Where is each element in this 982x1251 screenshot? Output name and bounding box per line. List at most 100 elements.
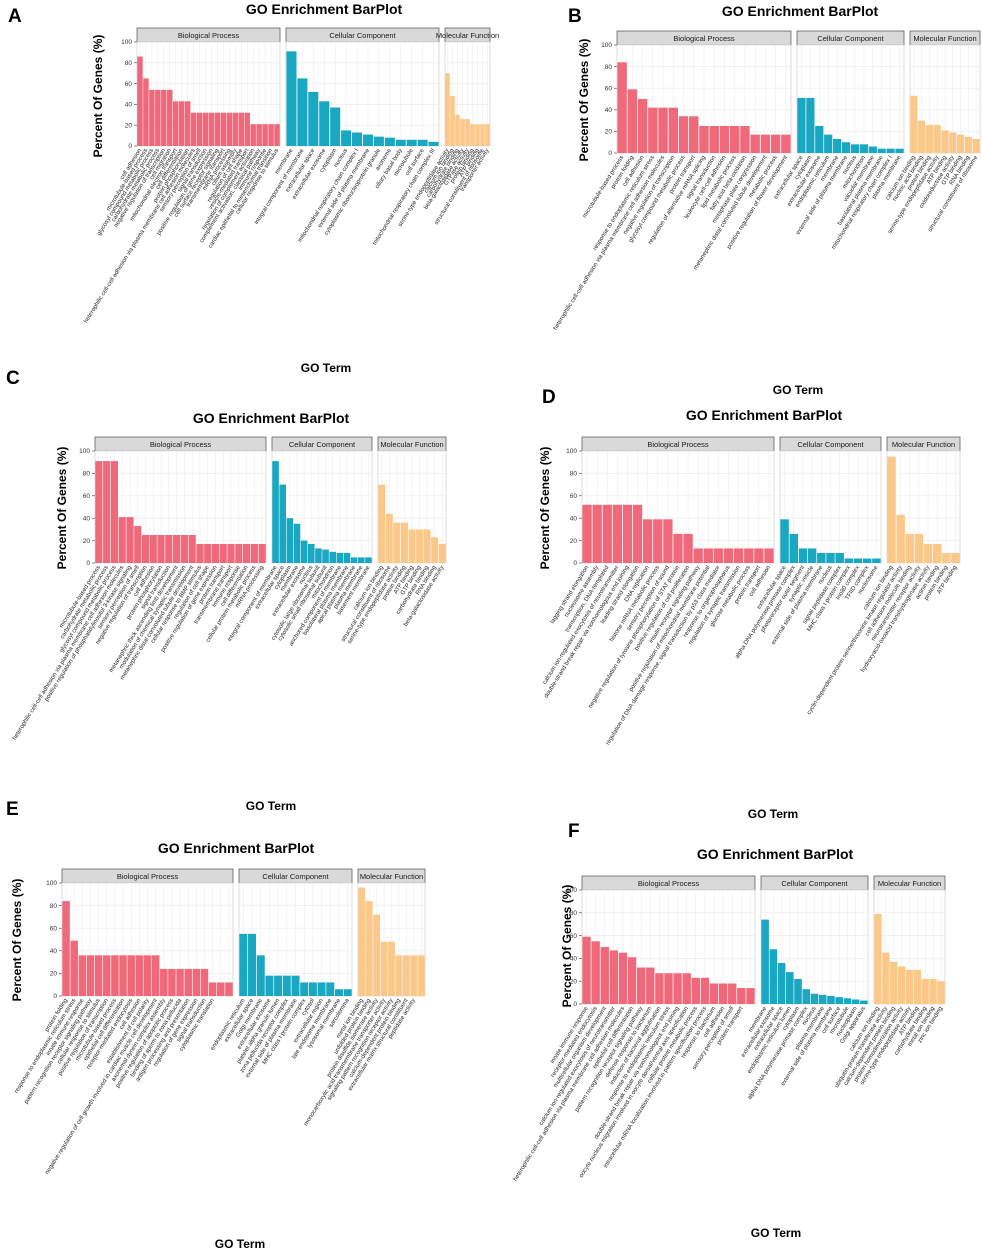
bar [239,933,248,996]
facet-panel-background [796,44,905,154]
bar [385,513,393,563]
bar [184,101,191,146]
bar [248,933,257,996]
bar [208,982,217,996]
bar [859,144,868,153]
y-tick-label: 80 [605,64,613,71]
y-tick-label: 20 [125,122,133,129]
bar [942,552,951,563]
bar [682,973,691,1004]
bar [450,96,455,146]
bar [733,548,744,563]
bar [843,998,852,1004]
facet-strip-label: Biological Process [647,440,709,449]
bar [286,51,297,146]
bar [110,461,119,563]
bar [149,535,157,563]
panel-letter: C [6,368,20,389]
bar [208,112,215,146]
bar [897,966,906,1004]
bar [709,983,719,1004]
bar [274,124,280,146]
bar [485,124,490,146]
bar [341,130,352,146]
bar [334,989,343,996]
bar [160,968,168,996]
y-tick-label: 40 [125,102,133,109]
bar [352,132,363,146]
bar [86,955,95,996]
bar [769,949,778,1004]
bar [833,138,842,153]
bar [643,519,653,563]
bar [168,968,176,996]
bar [319,101,330,146]
bar [700,977,710,1004]
bar [835,997,843,1004]
bar [826,552,835,563]
bar [703,548,713,563]
y-tick-label: 80 [570,471,578,478]
bar [925,124,934,153]
bar [94,955,103,996]
bar [817,552,826,563]
bar [824,134,833,153]
bar [232,112,239,146]
bar [143,78,149,146]
bar [673,973,682,1004]
facet-panel-background [136,41,281,147]
bar [683,533,693,563]
bar [844,558,854,563]
bar [709,126,719,153]
bar [141,535,150,563]
bar [786,972,794,1004]
bar [134,526,142,563]
bar [668,107,679,153]
bar [807,548,817,563]
y-tick-label: 0 [128,143,132,150]
bar [794,978,802,1004]
bar [431,537,439,563]
bar [300,982,309,996]
facet-strip-label: Cellular Component [329,31,396,40]
bar [286,518,294,563]
bar [460,118,465,146]
bar [972,138,980,153]
chart-title: GO Enrichment BarPlot [697,846,854,862]
bar [103,461,111,563]
bar [362,134,373,146]
y-tick-label: 100 [566,448,577,455]
panel-letter: E [6,799,19,820]
bar [438,543,446,563]
y-tick-label: 20 [570,978,578,985]
bar [408,529,416,563]
bar [103,955,111,996]
y-tick-label: 0 [53,993,57,1000]
bar [336,552,344,563]
bar [632,504,643,563]
y-axis-title: Percent Of Genes (%) [538,447,552,570]
bar [111,955,119,996]
bar [868,146,877,153]
bar [850,144,860,153]
bar [923,543,933,563]
bar [308,543,315,563]
bar [689,116,699,153]
chart-panel-D: D GO Enrichment BarPlot Percent Of Genes (… [538,387,961,821]
bar [204,543,212,563]
bar [127,955,135,996]
bar [343,552,351,563]
bar [937,981,945,1004]
bar [754,548,764,563]
bar [617,62,627,153]
bar [282,975,291,996]
facet-strip-label: Biological Process [150,440,212,449]
y-tick-label: 80 [125,60,133,67]
bar [863,558,872,563]
chart-title: GO Enrichment BarPlot [686,407,843,423]
bar [664,973,673,1004]
bar [250,543,258,563]
bar [770,134,781,153]
